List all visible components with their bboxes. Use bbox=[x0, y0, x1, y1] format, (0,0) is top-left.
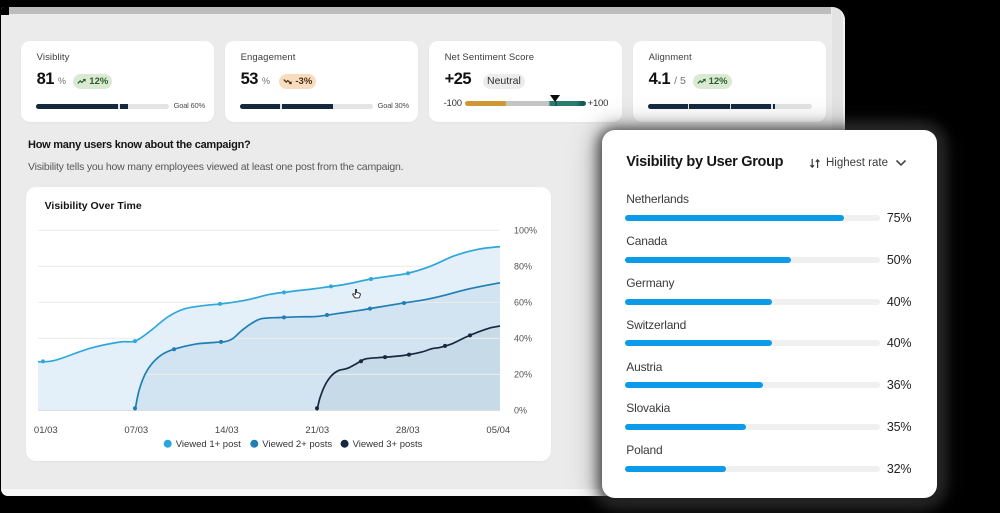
svg-text:20%: 20% bbox=[514, 369, 532, 379]
svg-text:01/03: 01/03 bbox=[34, 424, 58, 435]
svg-text:0%: 0% bbox=[514, 405, 527, 415]
svg-text:80%: 80% bbox=[514, 261, 532, 271]
svg-text:Viewed 3+ posts: Viewed 3+ posts bbox=[353, 438, 423, 449]
svg-text:40%: 40% bbox=[514, 333, 532, 343]
svg-text:Viewed 1+ post: Viewed 1+ post bbox=[176, 438, 241, 449]
svg-text:14/03: 14/03 bbox=[215, 424, 239, 435]
svg-text:60%: 60% bbox=[514, 297, 532, 307]
svg-text:05/04: 05/04 bbox=[486, 424, 510, 435]
svg-text:Viewed 2+ posts: Viewed 2+ posts bbox=[262, 438, 332, 449]
svg-text:100%: 100% bbox=[514, 225, 537, 235]
svg-text:07/03: 07/03 bbox=[124, 424, 148, 435]
svg-text:28/03: 28/03 bbox=[396, 424, 420, 435]
svg-text:21/03: 21/03 bbox=[305, 424, 329, 435]
